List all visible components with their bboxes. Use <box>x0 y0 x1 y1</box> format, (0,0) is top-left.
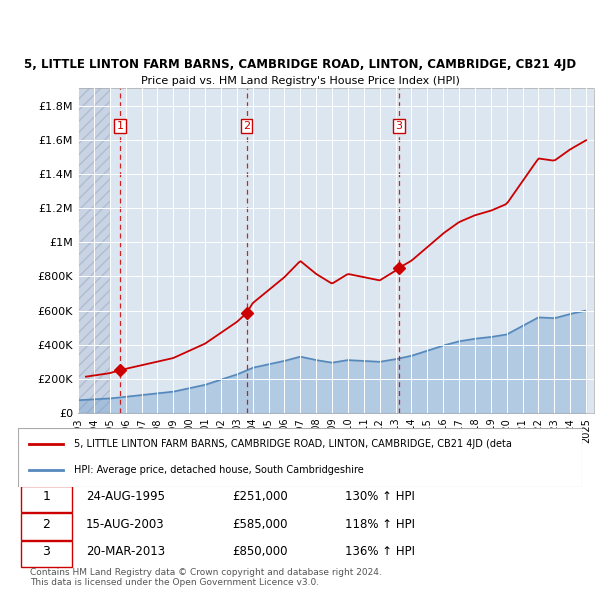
Text: Price paid vs. HM Land Registry's House Price Index (HPI): Price paid vs. HM Land Registry's House … <box>140 76 460 86</box>
Text: 24-AUG-1995: 24-AUG-1995 <box>86 490 164 503</box>
Text: £585,000: £585,000 <box>232 518 288 531</box>
Bar <box>78 88 110 413</box>
Text: 5, LITTLE LINTON FARM BARNS, CAMBRIDGE ROAD, LINTON, CAMBRIDGE, CB21 4JD (deta: 5, LITTLE LINTON FARM BARNS, CAMBRIDGE R… <box>74 440 512 449</box>
FancyBboxPatch shape <box>21 486 71 512</box>
Text: HPI: Average price, detached house, South Cambridgeshire: HPI: Average price, detached house, Sout… <box>74 466 364 475</box>
Text: 118% ↑ HPI: 118% ↑ HPI <box>345 518 415 531</box>
Bar <box>110 88 594 413</box>
Text: 1: 1 <box>42 490 50 503</box>
Text: 2: 2 <box>243 121 250 131</box>
Text: 136% ↑ HPI: 136% ↑ HPI <box>345 545 415 558</box>
Text: 2: 2 <box>42 518 50 531</box>
Text: Contains HM Land Registry data © Crown copyright and database right 2024.
This d: Contains HM Land Registry data © Crown c… <box>30 568 382 587</box>
Text: 1: 1 <box>116 121 124 131</box>
Text: 3: 3 <box>42 545 50 558</box>
Text: £850,000: £850,000 <box>232 545 288 558</box>
Text: 130% ↑ HPI: 130% ↑ HPI <box>345 490 415 503</box>
Text: 3: 3 <box>395 121 403 131</box>
Text: 15-AUG-2003: 15-AUG-2003 <box>86 518 164 531</box>
FancyBboxPatch shape <box>18 428 582 487</box>
Text: 20-MAR-2013: 20-MAR-2013 <box>86 545 165 558</box>
Text: 5, LITTLE LINTON FARM BARNS, CAMBRIDGE ROAD, LINTON, CAMBRIDGE, CB21 4JD: 5, LITTLE LINTON FARM BARNS, CAMBRIDGE R… <box>24 58 576 71</box>
FancyBboxPatch shape <box>21 540 71 567</box>
FancyBboxPatch shape <box>21 513 71 540</box>
Text: £251,000: £251,000 <box>232 490 288 503</box>
